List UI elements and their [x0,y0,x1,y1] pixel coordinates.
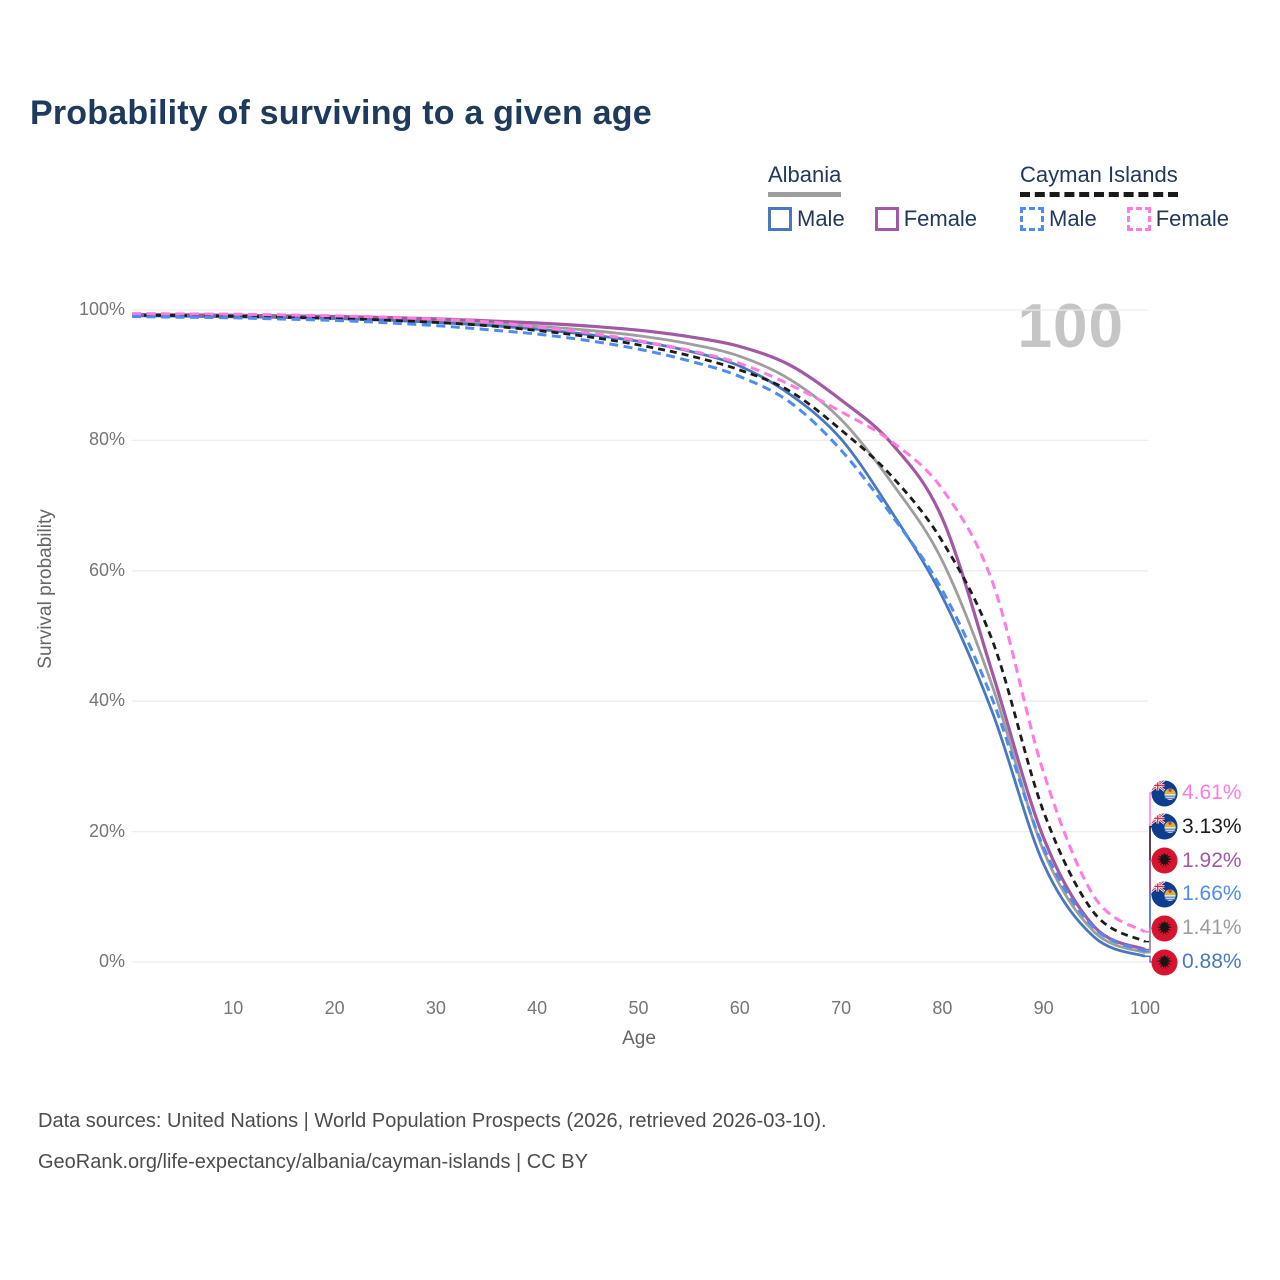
x-tick-90: 90 [1033,998,1054,1018]
x-tick-80: 80 [932,998,953,1018]
legend-label-cayman-male: Male [1049,206,1097,231]
end-label-cayman-islands-male: 1.66% [1151,880,1242,908]
x-tick-60: 60 [729,998,750,1018]
line-albania-male [131,314,1146,958]
end-label-value: 4.61% [1182,781,1242,804]
end-label-value: 3.13% [1182,814,1242,838]
legend-item-albania-female[interactable]: Female [874,206,978,232]
legend-label-albania-male: Male [797,206,845,231]
x-tick-20: 20 [324,998,345,1018]
x-tick-10: 10 [223,998,244,1018]
legend-group-albania: Albania Male Female [768,162,977,232]
albania-female-swatch-icon [874,207,899,231]
end-label-albania-female: 1.92% [1151,847,1242,875]
legend-group-cayman-islands: Cayman Islands Male Female [1020,162,1229,232]
leader-line-cayman-islands-male [1145,893,1152,952]
y-tick-20%: 20% [88,820,125,841]
line-cayman-islands-total [131,313,1146,943]
y-tick-100%: 100% [78,299,125,319]
cayman-islands-flag-icon [1151,779,1178,807]
line-cayman-islands-female [131,312,1146,934]
y-axis-title: Survival probability [35,509,56,669]
leader-line-albania-male [1145,955,1152,963]
line-albania-female [131,313,1146,952]
albania-flag-icon [1151,847,1178,874]
footer-attribution: GeoRank.org/life-expectancy/albania/caym… [38,1151,588,1173]
line-albania-total [131,313,1146,955]
legend-country-cayman-islands: Cayman Islands [1020,162,1178,197]
y-tick-40%: 40% [88,690,125,711]
x-tick-30: 30 [425,998,446,1018]
legend-items-albania: Male Female [768,206,977,232]
albania-male-swatch-icon [768,207,792,231]
cayman-islands-flag-icon [1151,813,1178,840]
cayman-female-swatch-icon [1126,207,1151,231]
x-tick-40: 40 [527,998,548,1018]
x-axis-title: Age [622,1028,656,1049]
end-label-value: 1.66% [1182,882,1242,906]
legend-item-cayman-female[interactable]: Female [1126,206,1230,232]
x-tick-100: 100 [1129,998,1161,1018]
end-label-cayman-islands-female: 4.61% [1151,779,1242,807]
page-title: Probability of surviving to a given age [30,94,652,132]
end-label-value: 1.41% [1182,916,1242,940]
y-tick-80%: 80% [88,429,125,450]
end-label-value: 1.92% [1182,848,1242,872]
legend-country-albania: Albania [768,162,842,197]
end-label-albania-male: 0.88% [1151,948,1242,976]
albania-flag-icon [1151,915,1178,942]
cayman-male-swatch-icon [1020,207,1044,231]
legend-items-cayman-islands: Male Female [1020,206,1229,232]
x-tick-50: 50 [628,998,649,1018]
legend-label-albania-female: Female [903,206,978,231]
legend-item-albania-male[interactable]: Male [768,206,845,232]
legend-label-cayman-female: Female [1155,206,1230,231]
line-cayman-islands-male [131,315,1146,953]
end-label-albania-total: 1.41% [1151,914,1242,942]
leader-line-albania-total [1145,927,1152,954]
legend-item-cayman-male[interactable]: Male [1020,206,1097,232]
footer-data-sources: Data sources: United Nations | World Pop… [38,1110,827,1132]
end-label-value: 0.88% [1182,950,1242,973]
age-watermark: 100 [1017,292,1124,361]
albania-flag-icon [1151,948,1178,976]
end-label-cayman-islands-total: 3.13% [1151,813,1242,841]
x-tick-70: 70 [831,998,852,1018]
y-tick-0%: 0% [98,951,125,971]
y-tick-60%: 60% [88,559,125,580]
cayman-islands-flag-icon [1151,881,1178,908]
